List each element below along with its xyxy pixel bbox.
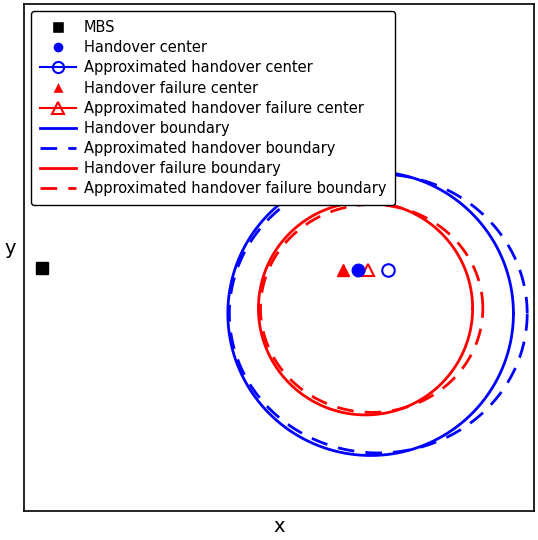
Legend: MBS, Handover center, Approximated handover center, Handover failure center, App: MBS, Handover center, Approximated hando…: [31, 11, 395, 205]
X-axis label: x: x: [273, 517, 285, 536]
Y-axis label: y: y: [4, 239, 16, 258]
